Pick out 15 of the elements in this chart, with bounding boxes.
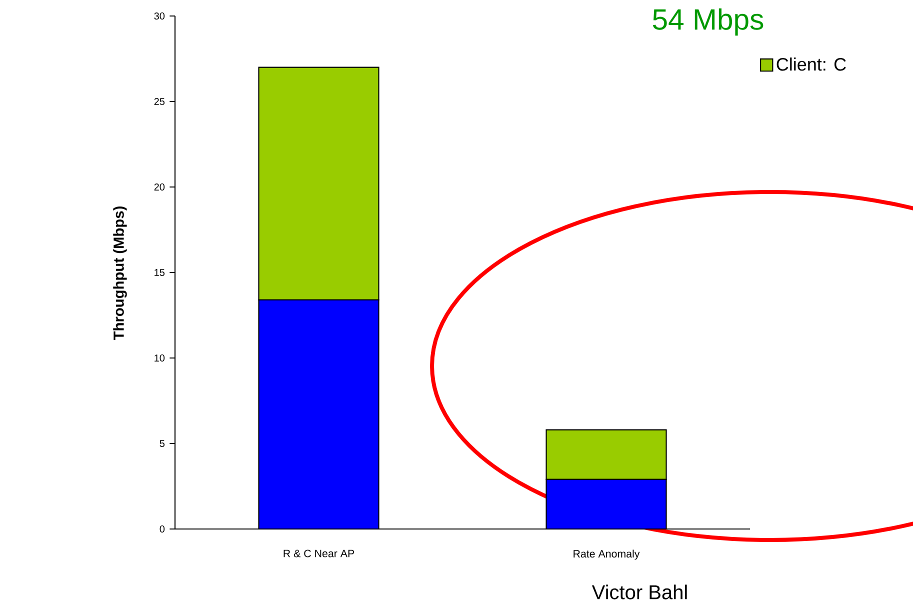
y-tick-label: 5	[160, 440, 165, 447]
y-tick-label: 0	[160, 525, 165, 533]
y-tick-label: 30	[154, 12, 165, 20]
bar	[258, 300, 379, 529]
y-tick-label: 20	[154, 183, 165, 191]
chart-title: 54 Mbps	[652, 8, 764, 36]
y-tick-label: 10	[154, 354, 165, 362]
bar	[546, 478, 667, 529]
y-tick-label: 25	[154, 98, 165, 106]
legend-label: Client: C	[776, 58, 846, 71]
text: Victor Bahl	[592, 584, 687, 600]
y-axis-title: Throughput (Mbps)	[113, 206, 127, 340]
x-tick-label: Rate Anomaly	[574, 550, 640, 560]
x-tick-label: R & C Near AP	[284, 550, 354, 558]
y-tick-label: 15	[154, 269, 165, 276]
